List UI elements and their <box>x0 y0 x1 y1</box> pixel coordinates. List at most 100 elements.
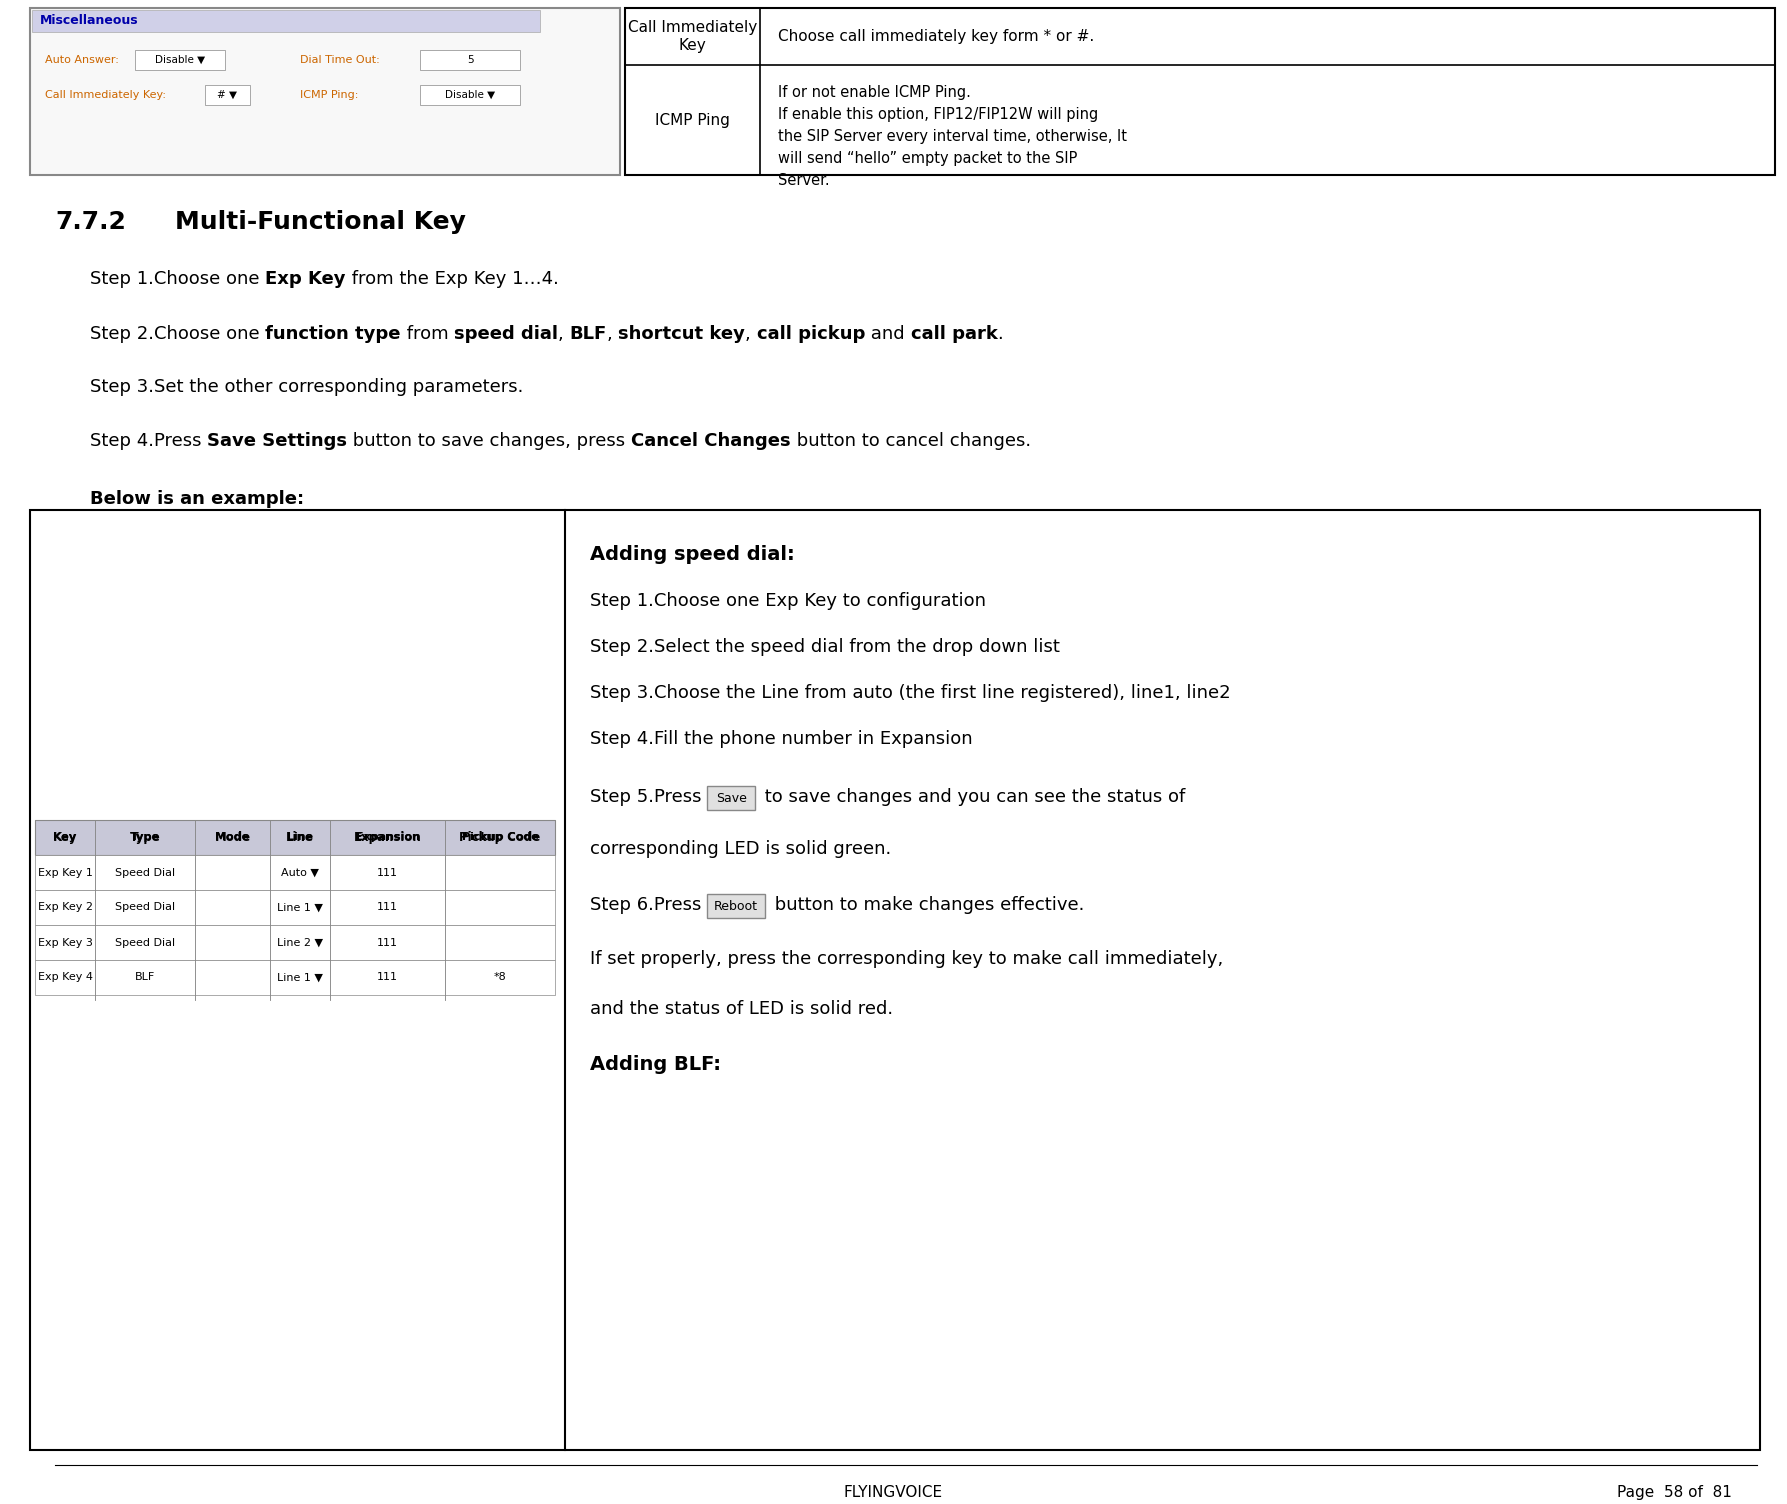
Bar <box>420 86 520 105</box>
Text: Line: Line <box>286 832 315 844</box>
Text: Disable ▼: Disable ▼ <box>445 90 495 99</box>
Text: Dial Time Out:: Dial Time Out: <box>300 56 381 65</box>
Bar <box>36 890 556 925</box>
Text: Line 2 ▼: Line 2 ▼ <box>277 937 323 948</box>
Text: 7.7.2: 7.7.2 <box>55 211 125 235</box>
Bar <box>625 8 1774 174</box>
Text: Call Immediately
Key: Call Immediately Key <box>627 20 758 53</box>
Text: Save Settings: Save Settings <box>207 432 347 450</box>
Text: will send “hello” empty packet to the SIP: will send “hello” empty packet to the SI… <box>777 150 1078 165</box>
Text: 111: 111 <box>377 973 399 982</box>
Text: call pickup: call pickup <box>758 325 865 343</box>
Text: Step 2.Choose one: Step 2.Choose one <box>89 325 266 343</box>
Text: Disable ▼: Disable ▼ <box>155 56 206 65</box>
Text: shortcut key: shortcut key <box>618 325 745 343</box>
Text: to save changes and you can see the status of: to save changes and you can see the stat… <box>759 788 1185 806</box>
Text: If enable this option, FIP12/FIP12W will ping: If enable this option, FIP12/FIP12W will… <box>777 107 1099 122</box>
Text: Step 3.Choose the Line from auto (the first line registered), line1, line2: Step 3.Choose the Line from auto (the fi… <box>590 684 1231 702</box>
Bar <box>30 8 620 174</box>
Bar <box>36 960 556 996</box>
Text: Expansion: Expansion <box>356 833 420 842</box>
Text: Save: Save <box>717 793 747 806</box>
Text: Exp Key 2: Exp Key 2 <box>38 902 93 913</box>
Text: Step 4.Fill the phone number in Expansion: Step 4.Fill the phone number in Expansio… <box>590 729 972 747</box>
Text: corresponding LED is solid green.: corresponding LED is solid green. <box>590 841 892 857</box>
Text: the SIP Server every interval time, otherwise, It: the SIP Server every interval time, othe… <box>777 129 1128 144</box>
Text: Key: Key <box>54 832 77 844</box>
Bar <box>708 893 765 917</box>
Text: Multi-Functional Key: Multi-Functional Key <box>175 211 466 235</box>
Bar <box>136 50 225 71</box>
Text: ,: , <box>608 325 618 343</box>
Text: Exp Key 3: Exp Key 3 <box>38 937 93 948</box>
Text: Exp Key: Exp Key <box>264 271 345 287</box>
Text: ICMP Ping: ICMP Ping <box>656 113 729 128</box>
Text: Step 4.Press: Step 4.Press <box>89 432 207 450</box>
Text: from the Exp Key 1…4.: from the Exp Key 1…4. <box>345 271 559 287</box>
Text: Cancel Changes: Cancel Changes <box>631 432 792 450</box>
Text: speed dial: speed dial <box>454 325 558 343</box>
Text: .: . <box>997 325 1003 343</box>
Text: Speed Dial: Speed Dial <box>114 937 175 948</box>
Text: and: and <box>865 325 911 343</box>
Bar <box>36 820 556 854</box>
Bar <box>36 925 556 960</box>
Text: call park: call park <box>911 325 997 343</box>
Text: Line 1 ▼: Line 1 ▼ <box>277 973 323 982</box>
Bar <box>420 50 520 71</box>
Text: FLYINGVOICE: FLYINGVOICE <box>843 1484 944 1499</box>
Text: Step 2.Select the speed dial from the drop down list: Step 2.Select the speed dial from the dr… <box>590 638 1060 656</box>
Text: and the status of LED is solid red.: and the status of LED is solid red. <box>590 1000 894 1018</box>
Text: 5: 5 <box>466 56 474 65</box>
Text: Exp Key 4: Exp Key 4 <box>38 973 93 982</box>
Text: function type: function type <box>266 325 400 343</box>
Text: If or not enable ICMP Ping.: If or not enable ICMP Ping. <box>777 86 970 99</box>
Text: Below is an example:: Below is an example: <box>89 490 304 508</box>
Bar <box>36 820 556 854</box>
Text: ,: , <box>745 325 758 343</box>
Text: Adding BLF:: Adding BLF: <box>590 1054 720 1074</box>
Text: ICMP Ping:: ICMP Ping: <box>300 90 359 99</box>
Text: Choose call immediately key form * or #.: Choose call immediately key form * or #. <box>777 29 1094 44</box>
Text: button to cancel changes.: button to cancel changes. <box>792 432 1031 450</box>
Text: Speed Dial: Speed Dial <box>114 902 175 913</box>
Text: Call Immediately Key:: Call Immediately Key: <box>45 90 166 99</box>
Text: button to save changes, press: button to save changes, press <box>347 432 631 450</box>
Text: *8: *8 <box>493 973 506 982</box>
Text: Type: Type <box>130 833 159 842</box>
Text: Step 3.Set the other corresponding parameters.: Step 3.Set the other corresponding param… <box>89 378 524 396</box>
Text: Step 6.Press: Step 6.Press <box>590 896 708 914</box>
Text: Server.: Server. <box>777 173 829 188</box>
Text: Exp Key 1: Exp Key 1 <box>38 868 93 877</box>
Text: button to make changes effective.: button to make changes effective. <box>768 896 1085 914</box>
Text: Step 1.Choose one Exp Key to configuration: Step 1.Choose one Exp Key to configurati… <box>590 593 986 611</box>
Text: Speed Dial: Speed Dial <box>114 868 175 877</box>
Text: Auto ▼: Auto ▼ <box>281 868 318 877</box>
Text: # ▼: # ▼ <box>216 90 238 99</box>
Text: Auto Answer:: Auto Answer: <box>45 56 120 65</box>
Text: Page  58 of  81: Page 58 of 81 <box>1617 1484 1732 1499</box>
Text: Adding speed dial:: Adding speed dial: <box>590 544 795 564</box>
Text: Mode: Mode <box>216 833 250 842</box>
Text: Mode: Mode <box>214 832 250 844</box>
Text: BLF: BLF <box>134 973 155 982</box>
Text: 111: 111 <box>377 902 399 913</box>
Text: Pickup Code: Pickup Code <box>461 833 538 842</box>
Bar <box>32 11 540 32</box>
Bar <box>30 510 1760 1450</box>
Bar <box>206 86 250 105</box>
Text: Type: Type <box>130 832 161 844</box>
Text: Line 1 ▼: Line 1 ▼ <box>277 902 323 913</box>
Text: Pickup Code: Pickup Code <box>459 832 541 844</box>
Text: Step 1.Choose one: Step 1.Choose one <box>89 271 264 287</box>
Text: Miscellaneous: Miscellaneous <box>39 15 139 27</box>
Text: If set properly, press the corresponding key to make call immediately,: If set properly, press the corresponding… <box>590 951 1224 969</box>
Text: Expansion: Expansion <box>354 832 422 844</box>
Text: ,: , <box>558 325 570 343</box>
Text: Key: Key <box>54 833 77 842</box>
Text: Line: Line <box>288 833 313 842</box>
Bar <box>708 787 756 811</box>
Text: BLF: BLF <box>570 325 608 343</box>
Bar <box>36 854 556 890</box>
Text: Reboot: Reboot <box>715 901 758 913</box>
